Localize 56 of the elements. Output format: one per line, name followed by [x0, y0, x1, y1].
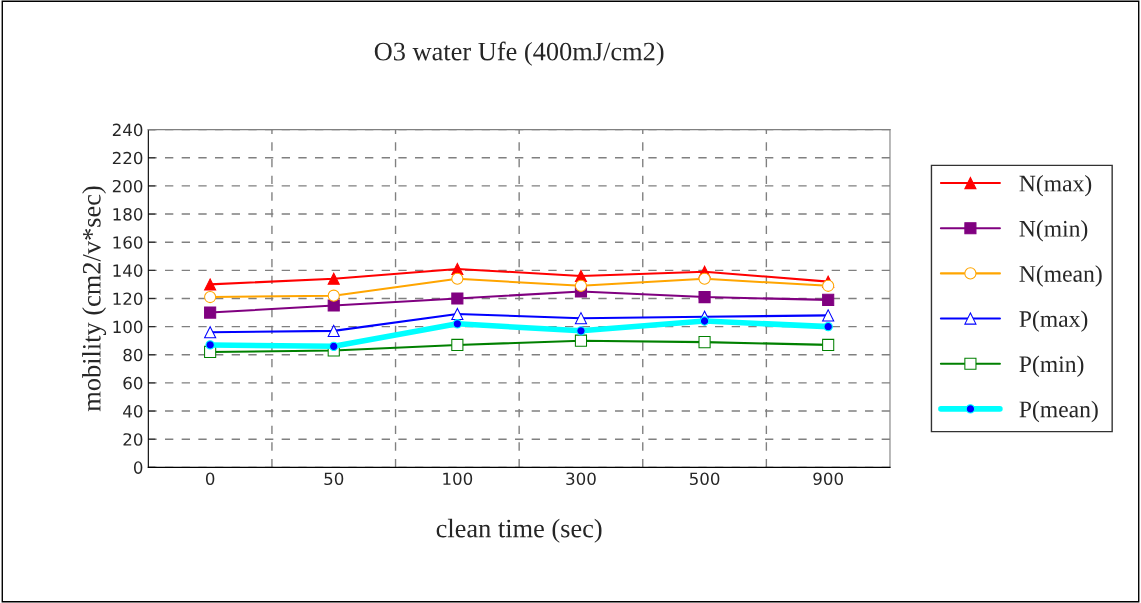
point — [698, 272, 711, 285]
point — [204, 291, 217, 304]
point — [574, 279, 588, 292]
legend-label: N(max) — [1019, 174, 1092, 197]
point — [822, 338, 835, 351]
y-tick-label: 120 — [113, 292, 143, 306]
point — [451, 307, 464, 321]
point — [451, 272, 464, 285]
y-tick-label: 220 — [112, 151, 143, 165]
point — [327, 324, 340, 337]
y-tick-label: 200 — [112, 179, 143, 193]
point — [698, 291, 711, 304]
x-tick-label: 100 — [443, 472, 473, 486]
y-tick-label: 240 — [112, 123, 143, 137]
legend-label: N(min) — [1019, 220, 1088, 242]
y-tick-label: 180 — [113, 208, 143, 221]
point — [452, 319, 463, 329]
x-tick-label: 900 — [813, 472, 843, 486]
y-axis-title: mobility (cm2/v*sec) — [82, 186, 107, 412]
point — [574, 312, 588, 325]
point — [451, 338, 464, 351]
y-tick-label: 100 — [113, 320, 143, 334]
x-axis-title: clean time (sec) — [436, 518, 602, 543]
point — [204, 278, 217, 291]
point — [327, 299, 340, 312]
point — [823, 321, 833, 332]
point — [329, 341, 339, 352]
y-tick-label: 60 — [123, 376, 143, 390]
point — [574, 334, 588, 347]
y-tick-label: 40 — [123, 405, 143, 418]
x-tick-label: 300 — [566, 472, 596, 486]
x-tick-label: 500 — [689, 472, 720, 486]
point — [822, 293, 835, 306]
point — [451, 292, 464, 305]
y-tick-label: 140 — [113, 264, 143, 277]
legend-label: P(max) — [1019, 310, 1088, 332]
legend-label: P(min) — [1019, 355, 1084, 378]
legend-label: P(mean) — [1019, 400, 1098, 423]
point — [699, 316, 710, 326]
point — [205, 340, 215, 350]
point — [698, 336, 711, 349]
point — [204, 306, 217, 319]
y-tick-label: 160 — [113, 236, 143, 249]
legend-label: N(mean) — [1019, 265, 1102, 287]
point — [822, 309, 835, 322]
x-tick-label: 0 — [205, 472, 215, 486]
point — [204, 326, 217, 339]
chart-title: O3 water Ufe (400mJ/cm2) — [374, 41, 664, 66]
y-tick-label: 0 — [133, 461, 143, 474]
point — [327, 272, 340, 285]
point — [576, 326, 586, 336]
y-tick-label: 80 — [123, 348, 143, 362]
point — [327, 289, 340, 302]
point — [822, 279, 835, 292]
y-tick-label: 20 — [123, 433, 143, 446]
x-tick-label: 50 — [324, 472, 344, 486]
